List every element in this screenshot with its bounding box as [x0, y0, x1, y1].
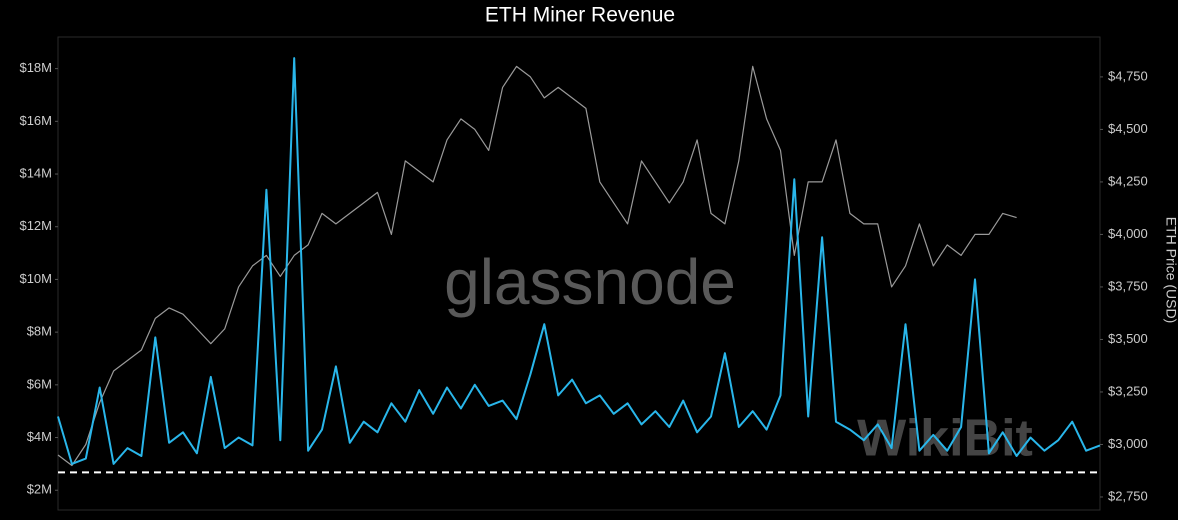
y2-tick-label: $4,750 — [1108, 68, 1148, 83]
y2-axis-label: ETH Price (USD) — [1163, 217, 1178, 324]
series-line — [57, 57, 1101, 465]
series-line — [57, 65, 1017, 467]
y-tick-label: $10M — [19, 271, 52, 286]
y2-tick-label: $3,250 — [1108, 383, 1148, 398]
y-tick-label: $18M — [19, 60, 52, 75]
y-tick-label: $8M — [27, 324, 52, 339]
y-tick-label: $6M — [27, 376, 52, 391]
y2-tick-label: $4,000 — [1108, 226, 1148, 241]
y2-tick-label: $4,500 — [1108, 121, 1148, 136]
y2-tick-label: $4,250 — [1108, 173, 1148, 188]
y-tick-label: $12M — [19, 218, 52, 233]
chart-title: ETH Miner Revenue — [485, 4, 675, 27]
y2-tick-label: $3,000 — [1108, 436, 1148, 451]
y2-tick-label: $3,500 — [1108, 331, 1148, 346]
y-tick-label: $2M — [27, 482, 52, 497]
watermark: glassnode — [444, 246, 736, 318]
plot-frame — [57, 36, 1101, 511]
y2-tick-label: $2,750 — [1108, 488, 1148, 503]
y-tick-label: $16M — [19, 113, 52, 128]
y-tick-label: $14M — [19, 165, 52, 180]
y-tick-label: $4M — [27, 429, 52, 444]
y2-tick-label: $3,750 — [1108, 278, 1148, 293]
